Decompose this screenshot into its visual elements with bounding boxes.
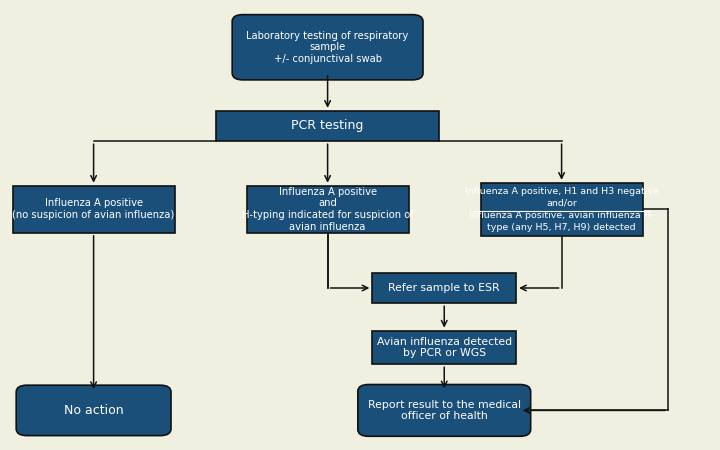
Text: Influenza A positive
and
H-typing indicated for suspicion of
avian influenza: Influenza A positive and H-typing indica… [242,187,413,232]
Text: Refer sample to ESR: Refer sample to ESR [388,283,500,293]
Text: Influenza A positive, H1 and H3 negative: Influenza A positive, H1 and H3 negative [464,187,659,196]
FancyBboxPatch shape [481,183,643,236]
Text: type (any H5, H7, H9) detected: type (any H5, H7, H9) detected [487,223,636,232]
Text: Laboratory testing of respiratory
sample
+/- conjunctival swab: Laboratory testing of respiratory sample… [246,31,409,64]
FancyBboxPatch shape [13,185,174,233]
Text: Report result to the medical
officer of health: Report result to the medical officer of … [368,400,521,421]
Text: Avian influenza detected
by PCR or WGS: Avian influenza detected by PCR or WGS [377,337,512,358]
FancyBboxPatch shape [358,384,531,436]
Text: and/or: and/or [546,199,577,208]
Text: Influenza A positive
(no suspicion of avian influenza): Influenza A positive (no suspicion of av… [12,198,175,220]
FancyBboxPatch shape [372,273,516,303]
Text: No action: No action [64,404,123,417]
FancyBboxPatch shape [246,185,409,233]
Text: Influenza A positive, avian influenza H-: Influenza A positive, avian influenza H- [469,211,654,220]
FancyBboxPatch shape [216,111,439,141]
FancyBboxPatch shape [232,14,423,80]
FancyBboxPatch shape [17,385,171,436]
FancyBboxPatch shape [372,330,516,365]
Text: PCR testing: PCR testing [292,120,364,132]
